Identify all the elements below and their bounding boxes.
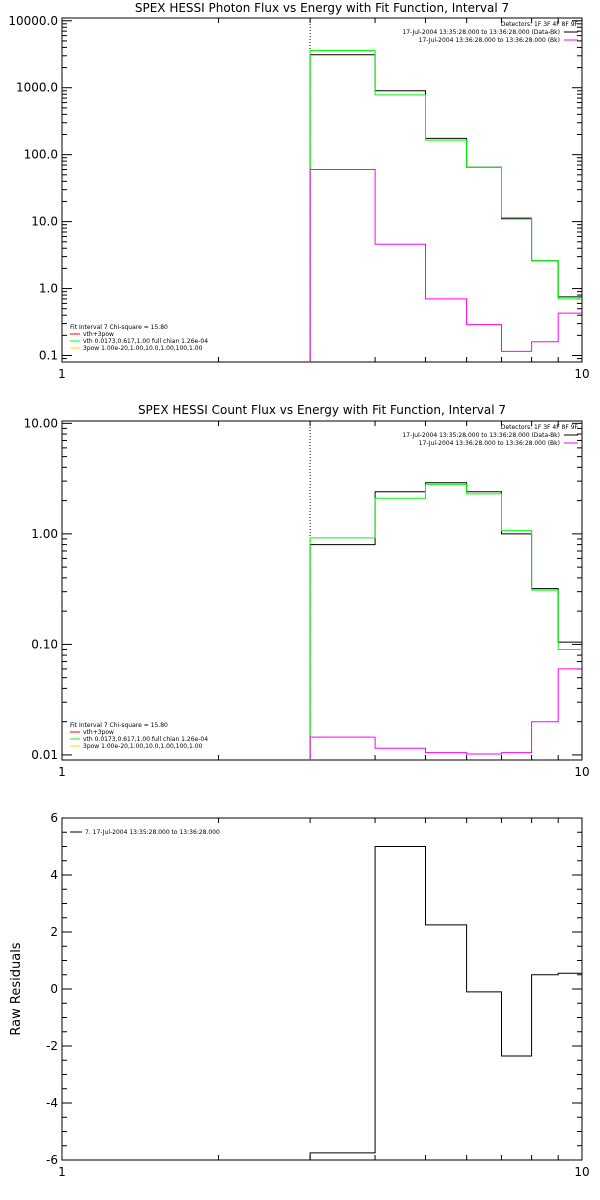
x-axis-ticks (61, 421, 583, 760)
panel-2: SPEX HESSI Count Flux vs Energy with Fit… (24, 403, 590, 779)
fit-info-text: vth 0.0173,0.617,1.00 full chian 1.26e-0… (83, 338, 208, 345)
y-tick-label: -4 (46, 1096, 58, 1110)
y-tick-label: 10.00 (24, 416, 58, 430)
y-tick-label: -6 (46, 1153, 58, 1167)
fit-info-text: Fit Interval 7 Chi-square = 15.80 (70, 722, 168, 729)
legend-entry-label: 7. 17-Jul-2004 13:35:28.000 to 13:36:28.… (85, 829, 220, 836)
x-tick-label: 10 (574, 765, 589, 779)
y-tick-label: 4 (50, 868, 58, 882)
panel-3: Raw Residuals 1 10 -6 -4 -2 0 2 4 6 7. 17-Jul-2004… (9, 811, 590, 1179)
x-tick-label: 1 (58, 1165, 66, 1179)
series-3-line (309, 668, 582, 760)
y-tick-label: 1.0 (39, 282, 58, 296)
y-tick-label: 1.00 (31, 527, 58, 541)
chart-title: SPEX HESSI Count Flux vs Energy with Fit… (138, 403, 506, 417)
y-tick-label: 100.0 (24, 148, 58, 162)
x-axis-ticks (61, 18, 583, 362)
plot-frame (61, 420, 583, 761)
series-3-line (309, 169, 582, 362)
y-tick-label: -2 (46, 1039, 58, 1053)
series-1-line (309, 482, 582, 760)
legend-entry-label: 17-Jul-2004 13:35:28.000 to 13:36:28.000… (402, 432, 560, 439)
y-axis-ticks (62, 20, 582, 363)
series-2-line (309, 483, 582, 760)
x-tick-label: 10 (574, 367, 589, 381)
y-axis-ticks (62, 817, 582, 1161)
y-tick-label: 2 (50, 925, 58, 939)
fit-info-text: Fit Interval 7 Chi-square = 15.80 (70, 324, 168, 331)
y-tick-label: 10.0 (31, 215, 58, 229)
y-tick-label: 1000.0 (16, 81, 58, 95)
x-tick-label: 10 (574, 1165, 589, 1179)
fit-info-text: vth+3pow (83, 331, 114, 338)
y-tick-label: 6 (50, 811, 58, 825)
plot-frame (61, 817, 583, 1161)
x-axis-ticks (61, 818, 583, 1160)
series-1-line (309, 54, 582, 362)
y-tick-label: 0.01 (31, 748, 58, 762)
chart-title: SPEX HESSI Photon Flux vs Energy with Fi… (135, 1, 509, 15)
y-axis-ticks (62, 422, 582, 761)
y-tick-label: 10000.0 (8, 14, 58, 28)
x-tick-label: 1 (58, 765, 66, 779)
series-2-line (309, 50, 582, 362)
legend-entry-label: 17-Jul-2004 13:36:28.000 to 13:36:28.000… (419, 440, 560, 447)
panel-1: SPEX HESSI Photon Flux vs Energy with Fi… (8, 1, 589, 381)
x-tick-label: 1 (58, 367, 66, 381)
plot-frame (61, 17, 583, 363)
y-tick-label: 0 (50, 982, 58, 996)
fit-info-text: 3pow 1.00e-20,1.00,10.0,1.00,100,1.00 (83, 743, 203, 750)
detectors-label: Detectors: 1F 3F 4F 8F 9F (501, 21, 579, 28)
legend-entry-label: 17-Jul-2004 13:35:28.000 to 13:36:28.000… (402, 29, 560, 36)
fit-info-text: 3pow 1.00e-20,1.00,10.0,1.00,100,1.00 (83, 345, 203, 352)
y-tick-label: 0.10 (31, 637, 58, 651)
series-1-line (309, 846, 582, 1160)
detectors-label: Detectors: 1F 3F 4F 8F 9F (501, 424, 579, 431)
y-tick-label: 0.1 (39, 349, 58, 363)
y-axis-label: Raw Residuals (9, 942, 24, 1035)
legend-entry-label: 17-Jul-2004 13:36:28.000 to 13:36:28.000… (419, 37, 560, 44)
fit-info-text: vth+3pow (83, 729, 114, 736)
fit-info-text: vth 0.0173,0.617,1.00 full chian 1.26e-0… (83, 736, 208, 743)
